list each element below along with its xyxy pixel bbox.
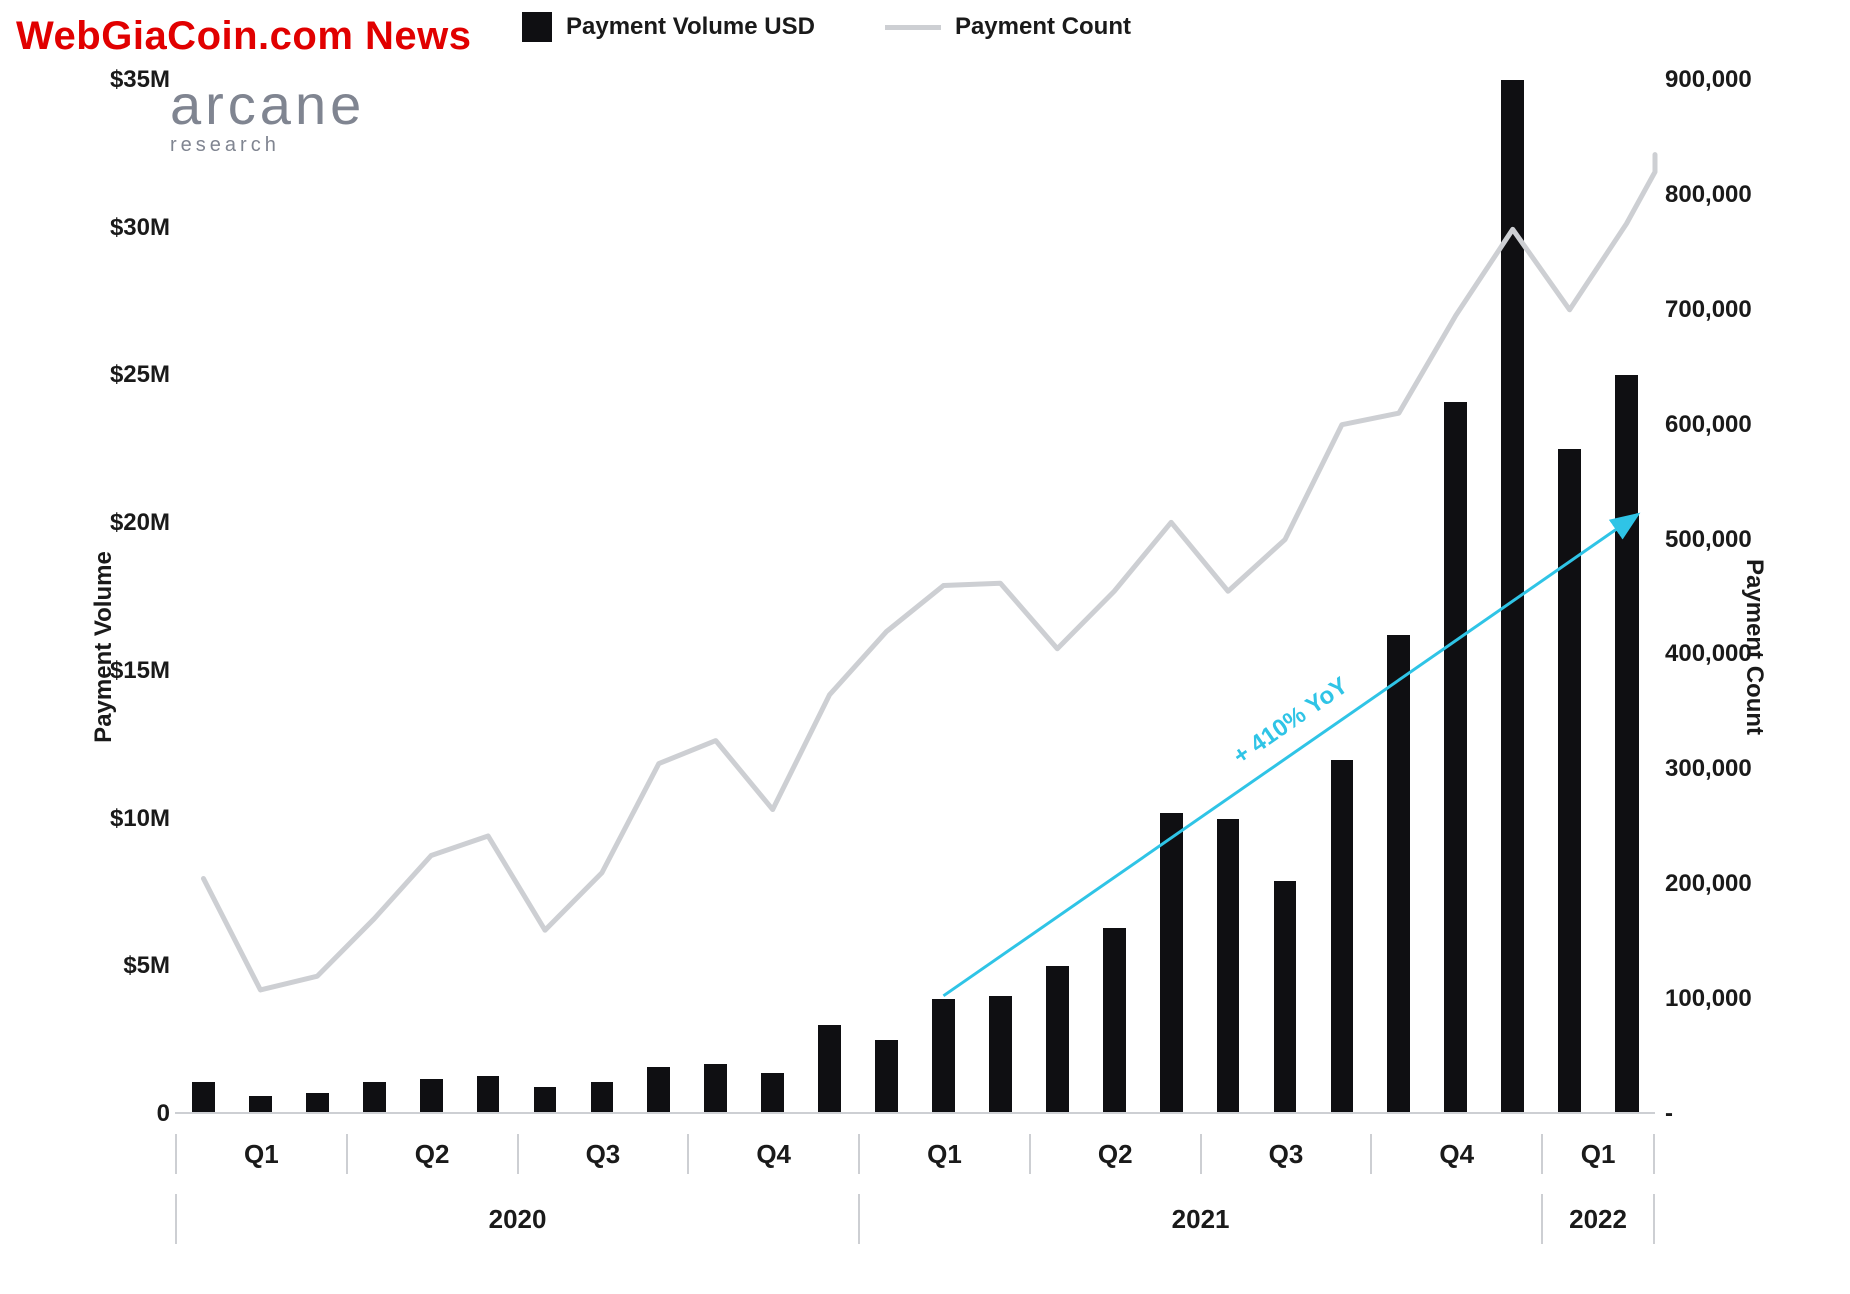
x-quarter-label: Q2 [1029,1134,1200,1174]
brand-name: arcane [170,80,365,130]
y-right-tick: 400,000 [1665,640,1795,668]
brand-logo: arcane research [170,80,365,157]
y-left-tick: $15M [40,657,170,685]
y-right-tick: 800,000 [1665,181,1795,209]
x-year-label: 2020 [175,1194,858,1244]
y-right-tick: 700,000 [1665,296,1795,324]
page-root: WebGiaCoin.com News Payment Volume USD P… [0,0,1850,1294]
x-axis-years: 202020212022 [175,1194,1655,1244]
y-left-tick: $5M [40,952,170,980]
y-right-tick: 600,000 [1665,411,1795,439]
chart-legend: Payment Volume USD Payment Count [522,12,1131,42]
y-right-tick: 200,000 [1665,870,1795,898]
legend-label-volume: Payment Volume USD [566,13,815,41]
y-left-tick: 0 [40,1100,170,1128]
y-right-tick: 900,000 [1665,66,1795,94]
y-right-tick: 100,000 [1665,985,1795,1013]
payment-count-line [203,155,1655,990]
x-quarter-label: Q3 [517,1134,688,1174]
legend-label-count: Payment Count [955,13,1131,41]
legend-item-volume: Payment Volume USD [522,12,815,42]
x-year-label: 2022 [1541,1194,1655,1244]
y-left-tick: $25M [40,361,170,389]
y-axis-left-ticks: 0$5M$10M$15M$20M$25M$30M$35M [40,80,170,1114]
x-quarter-label: Q1 [175,1134,346,1174]
y-right-tick: - [1665,1100,1795,1128]
legend-item-count: Payment Count [885,13,1131,41]
x-quarter-label: Q1 [1541,1134,1655,1174]
x-quarter-label: Q4 [1370,1134,1541,1174]
x-axis-quarters: Q1Q2Q3Q4Q1Q2Q3Q4Q1 [175,1134,1655,1174]
x-quarter-label: Q4 [687,1134,858,1174]
y-left-tick: $10M [40,805,170,833]
yoy-annotation-arrow [943,514,1637,996]
x-quarter-label: Q3 [1200,1134,1371,1174]
legend-swatch-bar [522,12,552,42]
y-right-tick: 500,000 [1665,526,1795,554]
y-left-tick: $20M [40,509,170,537]
y-right-tick: 300,000 [1665,755,1795,783]
y-left-tick: $35M [40,66,170,94]
x-year-label: 2021 [858,1194,1541,1244]
y-left-tick: $30M [40,214,170,242]
legend-swatch-line [885,25,941,30]
brand-sub: research [170,134,365,157]
chart-plot-area: + 410% YoY [175,80,1655,1114]
x-quarter-label: Q1 [858,1134,1029,1174]
y-axis-right-ticks: -100,000200,000300,000400,000500,000600,… [1665,80,1795,1114]
watermark-text: WebGiaCoin.com News [16,14,472,59]
x-quarter-label: Q2 [346,1134,517,1174]
x-axis-baseline [175,1112,1655,1114]
line-layer [175,80,1655,1114]
